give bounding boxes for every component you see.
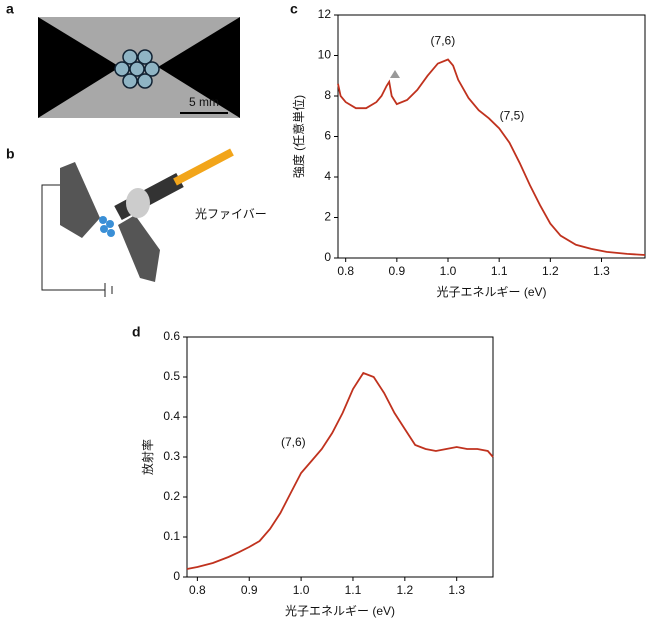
x-axis-label: 光子エネルギー (eV) [285, 604, 395, 618]
y-tick-label: 0.2 [163, 489, 180, 503]
x-tick-label: 0.9 [241, 583, 258, 597]
plot-frame [337, 14, 646, 259]
y-tick-label: 0.5 [163, 369, 180, 383]
y-tick-label: 8 [324, 88, 331, 102]
diagram: 光ファイバー [41, 148, 267, 297]
y-axis-label: 放射率 [140, 439, 155, 475]
fiber-label: 光ファイバー [195, 207, 267, 221]
y-tick-label: 0.3 [163, 449, 180, 463]
y-tick-label: 0.1 [163, 529, 180, 543]
x-axis-label: 光子エネルギー (eV) [436, 285, 546, 299]
y-tick-label: 4 [324, 169, 331, 183]
y-tick-label: 12 [318, 7, 332, 21]
y-tick-label: 0 [324, 250, 331, 264]
x-tick-label: 0.9 [388, 264, 405, 278]
y-tick-label: 2 [324, 210, 331, 224]
y-tick-label: 6 [324, 129, 331, 143]
annotation: (7,6) [431, 33, 456, 47]
x-tick-label: 1.1 [491, 264, 508, 278]
x-tick-label: 1.0 [440, 264, 457, 278]
x-tick-label: 0.8 [189, 583, 206, 597]
panel-label: d [132, 324, 141, 340]
data-line [337, 58, 646, 256]
photo: 5 mm [38, 17, 240, 118]
y-tick-label: 0.6 [163, 329, 180, 343]
peak-marker [390, 70, 400, 78]
y-tick-label: 10 [318, 48, 332, 62]
plot-frame [186, 336, 494, 578]
x-tick-label: 1.1 [345, 583, 362, 597]
x-tick-label: 1.2 [396, 583, 413, 597]
y-tick-label: 0.4 [163, 409, 180, 423]
panel-label: a [6, 1, 14, 17]
panel-label: c [290, 1, 298, 17]
y-tick-label: 0 [173, 569, 180, 583]
panel-label: b [6, 146, 15, 162]
y-axis-label: 強度 (任意単位) [291, 95, 306, 178]
x-tick-label: 1.2 [542, 264, 559, 278]
x-tick-label: 1.3 [593, 264, 610, 278]
x-tick-label: 0.8 [337, 264, 354, 278]
x-tick-label: 1.3 [448, 583, 465, 597]
x-tick-label: 1.0 [293, 583, 310, 597]
annotation: (7,6) [281, 435, 306, 449]
data-line [186, 371, 494, 570]
scale-label: 5 mm [189, 95, 219, 109]
annotation: (7,5) [500, 108, 525, 122]
